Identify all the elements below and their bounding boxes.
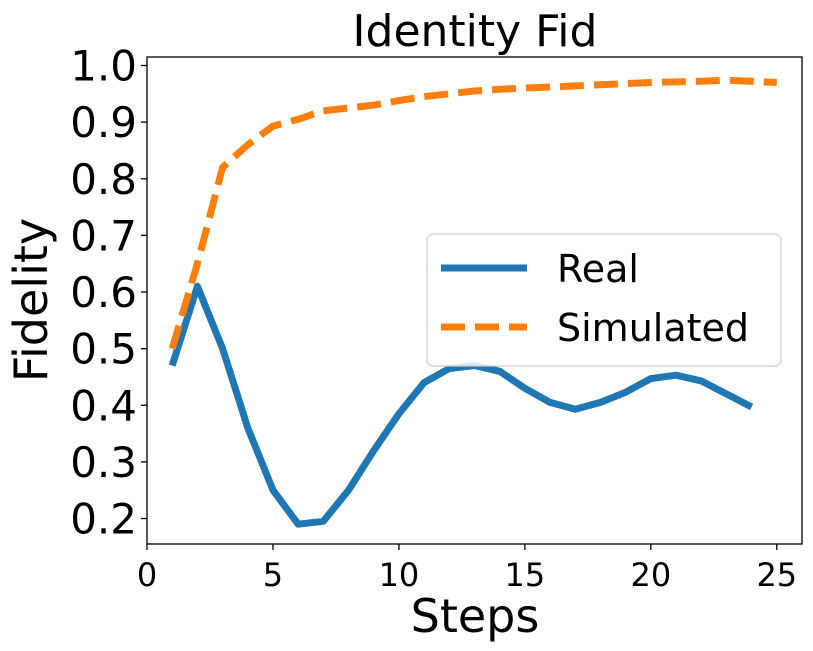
plot-lines	[168, 76, 777, 528]
y-tick-label: 0.5	[70, 325, 137, 374]
chart-title: Identity Fid	[353, 6, 598, 57]
y-tick-label: 0.7	[70, 211, 137, 260]
y-axis: 0.2 0.3 0.4 0.5 0.6 0.7 0.8 0.9 1.0	[70, 41, 147, 544]
x-tick-label: 25	[756, 556, 797, 594]
y-tick-label: 0.2	[70, 495, 137, 544]
series-line-real	[168, 282, 754, 528]
x-tick-label: 10	[379, 556, 420, 594]
legend-label-simulated: Simulated	[557, 306, 749, 350]
y-axis-label: Fidelity	[4, 218, 58, 382]
x-axis-label: Steps	[411, 589, 540, 643]
y-tick-label: 0.4	[70, 381, 137, 430]
legend-label-real: Real	[557, 247, 639, 291]
plot-frame	[146, 56, 803, 545]
x-tick-label: 0	[137, 556, 157, 594]
x-axis: 0 5 10 15 20 25	[137, 544, 797, 594]
y-tick-label: 1.0	[70, 41, 137, 90]
y-tick-label: 0.6	[70, 268, 137, 317]
y-tick-label: 0.8	[70, 155, 137, 204]
x-tick-label: 15	[505, 556, 546, 594]
x-tick-label: 5	[263, 556, 283, 594]
y-tick-label: 0.9	[70, 98, 137, 147]
y-tick-label: 0.3	[70, 438, 137, 487]
legend: Real Simulated	[426, 233, 782, 367]
x-tick-label: 20	[630, 556, 671, 594]
